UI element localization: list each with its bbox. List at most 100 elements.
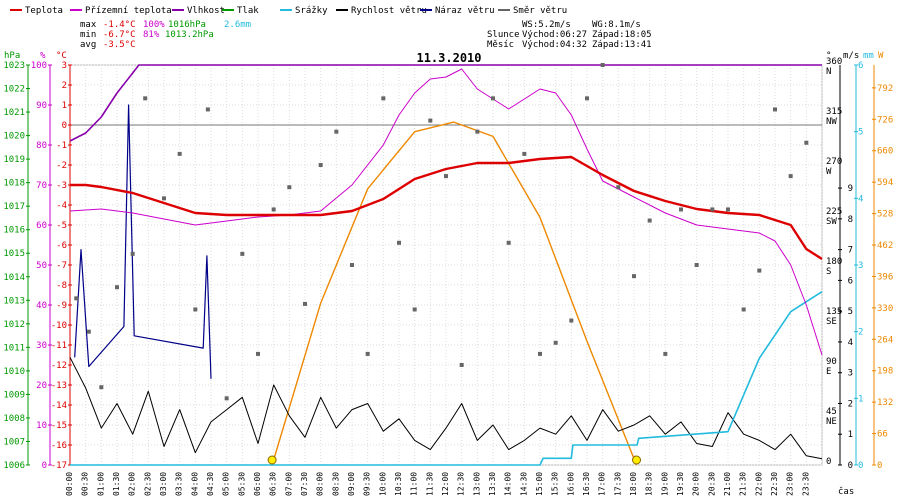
x-tick-27: 13:30 [488,472,497,496]
wind-dir-mark-10 [224,396,229,401]
x-tick-2: 01:00 [96,472,105,496]
series-sr-ky [70,291,823,466]
wind-dir-mark-33 [585,96,589,101]
wind-dir-mark-35 [616,185,621,190]
axis-unit-solar: W [878,51,884,61]
x-tick-30: 15:00 [535,472,544,496]
tick-rain-5: 5 [858,128,863,138]
wind-dir-mark-23 [428,118,433,123]
axis-unit-humidity: % [40,51,46,61]
x-tick-17: 08:30 [331,472,340,496]
sunrise-marker [267,455,277,465]
tick-pressure-6: 1012 [3,320,25,330]
tick-rain-6: 6 [858,61,863,71]
tick-solar-7: 462 [877,241,893,251]
wind-dir-mark-4 [130,251,135,256]
tick-compass-1: NE [826,417,837,427]
tick-solar-12: 792 [877,84,893,94]
tick-humidity-3: 30 [36,341,47,351]
tick-compass-8: N [826,67,831,77]
x-tick-12: 06:00 [253,472,262,496]
sunset-marker [632,455,642,465]
tick-compass-7: NW [826,117,837,127]
tick-solar-3: 198 [877,367,893,377]
wind-dir-mark-39 [679,207,683,212]
axis-unit-pressure: hPa [4,51,20,61]
tick-direction-1: 45 [826,407,837,417]
wind-dir-mark-12 [256,351,260,356]
x-tick-47: 23:30 [801,472,810,496]
stat-min-temp: -6.7°C [103,30,136,40]
stat-sun-rise: Východ:06:27 [522,30,587,40]
tick-temperature-4: -13 [51,381,67,391]
tick-humidity-8: 80 [36,141,47,151]
series-vlhkost [69,64,822,142]
tick-humidity-4: 40 [36,301,47,311]
tick-temperature-5: -12 [51,361,67,371]
wind-dir-mark-13 [271,207,276,212]
tick-direction-2: 90 [826,357,837,367]
tick-wind_speed-4: 4 [848,338,853,348]
tick-direction-4: 180 [826,257,842,267]
tick-temperature-3: -14 [51,401,67,411]
stat-min-label: min [80,30,96,40]
tick-solar-4: 264 [877,335,893,345]
legend: Teplota Přízemní teplota Vlhkost Tlak Srážky… [0,0,900,16]
tick-temperature-0: -17 [51,461,67,471]
legend-label-6: Náraz větru [435,6,495,16]
tick-solar-2: 132 [877,398,893,408]
tick-temperature-11: -6 [56,241,67,251]
tick-pressure-0: 1006 [3,461,25,471]
x-tick-19: 09:30 [363,472,372,496]
wind-dir-mark-5 [143,96,148,101]
stat-max-hum: 100% [143,20,165,30]
x-tick-41: 20:30 [707,472,716,496]
wind-dir-mark-1 [86,329,91,334]
tick-pressure-15: 1021 [3,108,25,118]
wind-dir-mark-22 [412,307,417,312]
stat-rain: 2.6mm [224,20,251,30]
legend-label-0: Teplota [25,6,63,16]
tick-pressure-16: 1022 [3,85,25,95]
x-tick-21: 10:30 [394,472,403,496]
stat-min-press: 1013.2hPa [165,30,214,40]
tick-pressure-13: 1019 [3,155,25,165]
tick-humidity-5: 50 [36,261,47,271]
stat-min-hum: 81% [143,30,160,40]
stats-block: max -1.4°C 100% 1016hPa 2.6mm min -6.7°C… [80,20,652,50]
tick-solar-8: 528 [877,210,893,220]
x-axis-label: čas [838,486,854,497]
wind-dir-mark-9 [205,107,210,112]
wind-dir-mark-6 [162,196,166,201]
stat-sun-label: Slunce [487,30,520,40]
wind-dir-mark-36 [632,274,636,279]
x-tick-14: 07:00 [284,472,293,496]
tick-direction-3: 135 [826,307,842,317]
stat-wg: WG:8.1m/s [592,20,641,30]
tick-wind_speed-5: 5 [848,307,853,317]
tick-temperature-16: -1 [56,141,67,151]
x-tick-1: 00:30 [81,472,90,496]
stat-moon-label: Měsíc [487,40,514,50]
tick-temperature-17: 0 [62,121,67,131]
x-tick-25: 12:30 [457,472,466,496]
wind-dir-mark-47 [804,140,809,145]
tick-pressure-17: 1023 [3,61,25,71]
tick-pressure-11: 1017 [3,202,25,212]
wind-dir-mark-46 [788,174,793,179]
tick-pressure-12: 1018 [3,179,25,189]
tick-humidity-1: 10 [36,421,47,431]
wind-dir-mark-7 [177,151,182,156]
axis-unit-rain: mm [863,51,874,61]
axis-unit-temperature: °C [56,51,67,61]
x-tick-23: 11:30 [425,472,434,496]
tick-rain-2: 2 [858,328,863,338]
x-tick-20: 10:00 [378,472,387,496]
tick-compass-3: SE [826,317,837,327]
x-tick-35: 17:30 [613,472,622,496]
wind-dir-mark-41 [710,207,715,212]
stat-max-label: max [80,20,97,30]
wind-dir-mark-31 [553,340,558,345]
chart-title: 11.3.2010 [416,51,481,65]
axis-unit-direction: ° [826,51,831,61]
